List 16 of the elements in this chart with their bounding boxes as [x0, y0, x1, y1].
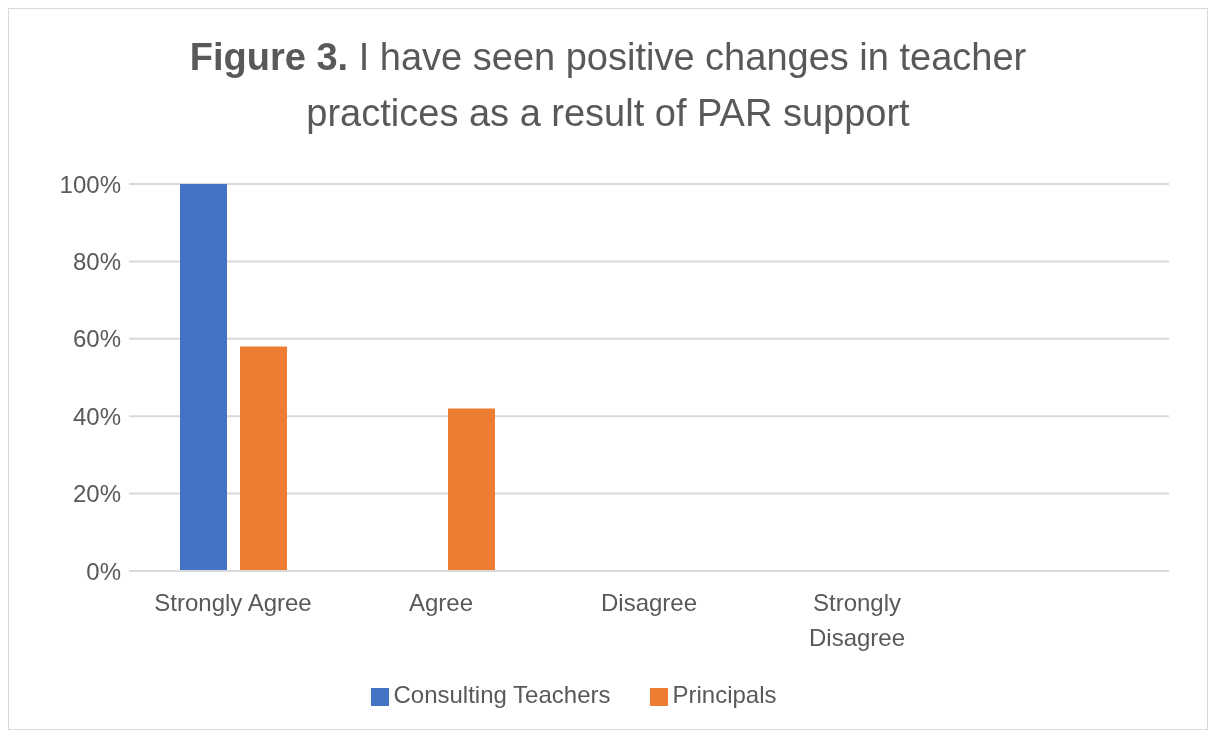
y-tick-label: 60%: [72, 325, 121, 353]
x-tick-label: Strongly Agree: [154, 589, 312, 616]
x-tick-label: Disagree: [600, 589, 698, 616]
legend-label: Principals: [672, 681, 777, 708]
bar: [180, 184, 227, 571]
y-tick-label: 40%: [72, 402, 121, 430]
y-tick-label: 0%: [86, 557, 121, 585]
y-tick-label: 100%: [59, 170, 121, 198]
chart-title: Figure 3. I have seen positive changes in teacher practices as a result of PAR support: [188, 35, 1028, 136]
bar: [448, 408, 495, 571]
legend-label: Consulting Teachers: [393, 681, 611, 708]
x-tick-label: Agree: [408, 589, 474, 616]
bar: [240, 346, 287, 571]
x-tick-label: Strongly Disagree: [808, 589, 906, 651]
y-tick-label: 20%: [72, 480, 121, 508]
y-tick-label: 80%: [72, 247, 121, 275]
